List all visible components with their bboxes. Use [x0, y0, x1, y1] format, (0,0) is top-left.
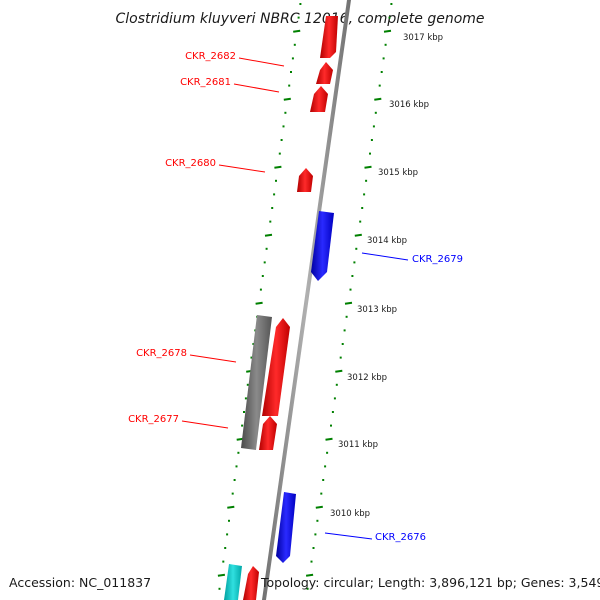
- kbp-label: 3015 kbp: [378, 168, 418, 178]
- major-tick: [335, 369, 343, 373]
- rna-gene-arrow[interactable]: [224, 564, 242, 600]
- gene-labels: CKR_2682 CKR_2681 CKR_2680 CKR_2679 CKR_…: [128, 51, 463, 543]
- gene-label-ckr-2678[interactable]: CKR_2678: [136, 348, 187, 359]
- gene-label-ckr-2677[interactable]: CKR_2677: [128, 414, 179, 425]
- major-tick: [344, 301, 353, 305]
- kbp-label: 3010 kbp: [330, 509, 370, 519]
- gene-ckr-2680-arrow[interactable]: [297, 168, 313, 192]
- leader-line: [181, 420, 229, 429]
- major-tick: [264, 233, 273, 237]
- gene-ckr-2681-arrow[interactable]: [316, 62, 333, 84]
- major-tick: [305, 573, 314, 577]
- kbp-label: 3014 kbp: [367, 236, 407, 246]
- major-tick: [315, 505, 323, 509]
- gene-next-arrow[interactable]: [243, 566, 259, 600]
- leader-line: [218, 164, 266, 173]
- outer-tick-track: [305, 3, 393, 590]
- major-tick: [227, 505, 235, 509]
- major-tick: [217, 573, 226, 577]
- gene-label-ckr-2676[interactable]: CKR_2676: [375, 532, 426, 543]
- gene-ckr-2676-arrow[interactable]: [276, 492, 296, 563]
- genome-summary-text: Topology: circular; Length: 3,896,121 bp…: [261, 575, 600, 590]
- gene-label-ckr-2682[interactable]: CKR_2682: [185, 51, 236, 62]
- gene-ckr-2682-arrow[interactable]: [320, 16, 338, 58]
- major-tick: [354, 233, 362, 237]
- major-tick: [293, 29, 301, 33]
- major-tick: [374, 97, 382, 101]
- major-tick: [255, 301, 263, 305]
- gene-ckr-2678-arrow[interactable]: [262, 318, 290, 416]
- genome-backbone: [262, 0, 351, 600]
- gene-label-ckr-2680[interactable]: CKR_2680: [165, 158, 216, 169]
- other-feature-block[interactable]: [241, 315, 272, 450]
- major-tick: [274, 165, 282, 169]
- kbp-label: 3017 kbp: [403, 33, 443, 43]
- major-tick: [325, 437, 333, 441]
- major-tick: [283, 97, 291, 101]
- kbp-label: 3016 kbp: [389, 100, 429, 110]
- gene-label-ckr-2679[interactable]: CKR_2679: [412, 254, 463, 265]
- gene-ckr-2679-arrow[interactable]: [311, 211, 334, 281]
- leader-line: [189, 354, 237, 363]
- accession-text: Accession: NC_011837: [9, 575, 152, 590]
- gene-ckr-2677-arrow[interactable]: [259, 416, 277, 450]
- leader-line: [324, 532, 373, 540]
- gene-ckr-2681b-arrow[interactable]: [310, 86, 328, 112]
- gene-features: [224, 16, 338, 600]
- major-tick: [364, 165, 372, 169]
- leader-line: [361, 252, 409, 261]
- gene-label-ckr-2681[interactable]: CKR_2681: [180, 77, 231, 88]
- kbp-label: 3011 kbp: [338, 440, 378, 450]
- leader-line: [238, 57, 285, 67]
- kbp-label: 3013 kbp: [357, 305, 397, 315]
- scale-labels: 3017 kbp 3016 kbp 3015 kbp 3014 kbp 3013…: [330, 33, 443, 519]
- map-title: Clostridium kluyveri NBRC 12016, complet…: [115, 11, 484, 27]
- leader-line: [233, 83, 280, 93]
- major-tick: [383, 29, 392, 33]
- kbp-label: 3012 kbp: [347, 373, 387, 383]
